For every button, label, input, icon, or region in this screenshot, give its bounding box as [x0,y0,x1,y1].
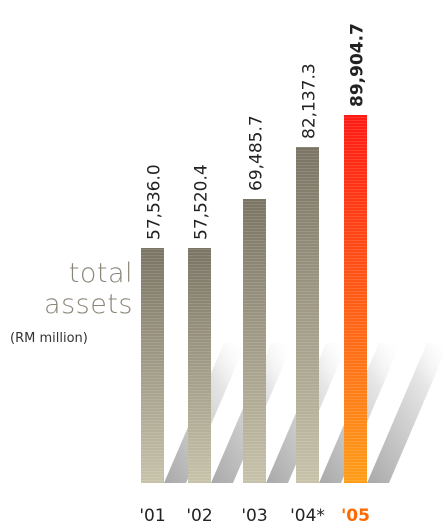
value-label: 89,904.7 [348,23,368,107]
x-tick-label: '03 [241,506,267,526]
x-tick-label: '04* [290,506,325,526]
bar-texture [296,147,319,483]
bar-texture [243,199,266,483]
bar-texture [344,115,367,483]
value-label: 82,137.3 [300,63,320,139]
bar-texture [188,248,211,483]
value-label: 57,536.0 [145,164,165,240]
x-tick-label: '05 [341,506,370,526]
x-tick-label: '01 [139,506,165,526]
value-label: 69,485.7 [247,115,267,191]
bar-texture [141,248,164,483]
x-tick-label: '02 [186,506,212,526]
value-label: 57,520.4 [192,164,212,240]
